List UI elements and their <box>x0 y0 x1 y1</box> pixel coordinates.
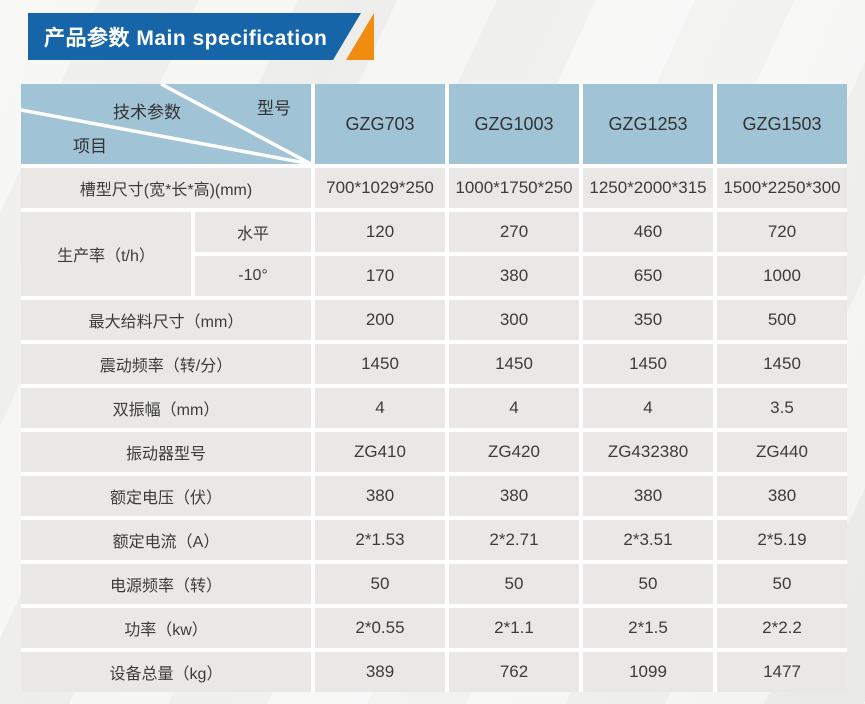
corner-label-tech-params: 技术参数 <box>113 103 181 122</box>
sub-row-label-cell: 水平 <box>195 212 311 252</box>
table-value-cell: 389 <box>315 652 445 692</box>
table-value-cell: 1450 <box>315 344 445 384</box>
table-value-cell: 460 <box>583 212 713 252</box>
table-value-cell: 1477 <box>717 652 847 692</box>
model-header-cell: GZG1253 <box>583 84 713 164</box>
table-value-cell: 700*1029*250 <box>315 168 445 208</box>
table-value-cell: 2*5.19 <box>717 520 847 560</box>
table-value-cell: 4 <box>315 388 445 428</box>
row-label-cell: 功率（kw） <box>21 608 311 648</box>
table-value-cell: 4 <box>449 388 579 428</box>
table-corner-cell: 技术参数 型号 项目 <box>21 84 311 164</box>
table-value-cell: ZG410 <box>315 432 445 472</box>
section-banner: 产品参数 Main specification <box>28 13 408 60</box>
table-value-cell: 380 <box>315 476 445 516</box>
corner-label-model: 型号 <box>257 99 291 118</box>
model-header-cell: GZG1003 <box>449 84 579 164</box>
corner-label-item: 项目 <box>73 137 107 156</box>
table-value-cell: 380 <box>583 476 713 516</box>
table-value-cell: 120 <box>315 212 445 252</box>
table-value-cell: 500 <box>717 300 847 340</box>
table-value-cell: 1500*2250*300 <box>717 168 847 208</box>
table-value-cell: 4 <box>583 388 713 428</box>
table-value-cell: 1000 <box>717 256 847 296</box>
table-value-cell: 1000*1750*250 <box>449 168 579 208</box>
table-value-cell: 200 <box>315 300 445 340</box>
table-value-cell: 2*2.71 <box>449 520 579 560</box>
row-label-cell: 额定电流（A） <box>21 520 311 560</box>
row-label-cell: 最大给料尺寸（mm） <box>21 300 311 340</box>
row-label-cell: 设备总量（kg） <box>21 652 311 692</box>
table-value-cell: ZG420 <box>449 432 579 472</box>
table-value-cell: 50 <box>315 564 445 604</box>
table-value-cell: 3.5 <box>717 388 847 428</box>
row-label-cell: 振动器型号 <box>21 432 311 472</box>
table-value-cell: 380 <box>449 256 579 296</box>
table-value-cell: 1250*2000*315 <box>583 168 713 208</box>
table-value-cell: 1099 <box>583 652 713 692</box>
row-label-cell-production-rate: 生产率（t/h） <box>21 212 191 296</box>
table-value-cell: 762 <box>449 652 579 692</box>
model-header-cell: GZG1503 <box>717 84 847 164</box>
table-value-cell: 50 <box>717 564 847 604</box>
table-value-cell: 2*2.2 <box>717 608 847 648</box>
table-value-cell: 1450 <box>449 344 579 384</box>
table-value-cell: 2*1.5 <box>583 608 713 648</box>
table-value-cell: ZG432380 <box>583 432 713 472</box>
table-value-cell: 50 <box>449 564 579 604</box>
table-value-cell: 300 <box>449 300 579 340</box>
row-label-cell: 电源频率（转） <box>21 564 311 604</box>
specification-table: 技术参数 型号 项目 GZG703 GZG1003 GZG1253 GZG150… <box>21 84 847 692</box>
table-value-cell: ZG440 <box>717 432 847 472</box>
table-value-cell: 1450 <box>583 344 713 384</box>
table-value-cell: 650 <box>583 256 713 296</box>
table-value-cell: 2*1.53 <box>315 520 445 560</box>
model-header-cell: GZG703 <box>315 84 445 164</box>
table-value-cell: 2*0.55 <box>315 608 445 648</box>
table-value-cell: 50 <box>583 564 713 604</box>
table-value-cell: 350 <box>583 300 713 340</box>
table-value-cell: 170 <box>315 256 445 296</box>
table-value-cell: 380 <box>717 476 847 516</box>
row-label-cell: 双振幅（mm） <box>21 388 311 428</box>
table-value-cell: 270 <box>449 212 579 252</box>
table-value-cell: 380 <box>449 476 579 516</box>
banner-blue-shape: 产品参数 Main specification <box>28 13 361 60</box>
table-value-cell: 1450 <box>717 344 847 384</box>
sub-row-label-cell: -10° <box>195 256 311 296</box>
page-title: 产品参数 Main specification <box>44 26 328 50</box>
row-label-cell: 震动频率（转/分） <box>21 344 311 384</box>
table-value-cell: 720 <box>717 212 847 252</box>
corner-diagonal-lines <box>21 84 311 164</box>
row-label-cell: 额定电压（伏） <box>21 476 311 516</box>
table-value-cell: 2*1.1 <box>449 608 579 648</box>
row-label-cell: 槽型尺寸(宽*长*高)(mm) <box>21 168 311 208</box>
table-value-cell: 2*3.51 <box>583 520 713 560</box>
